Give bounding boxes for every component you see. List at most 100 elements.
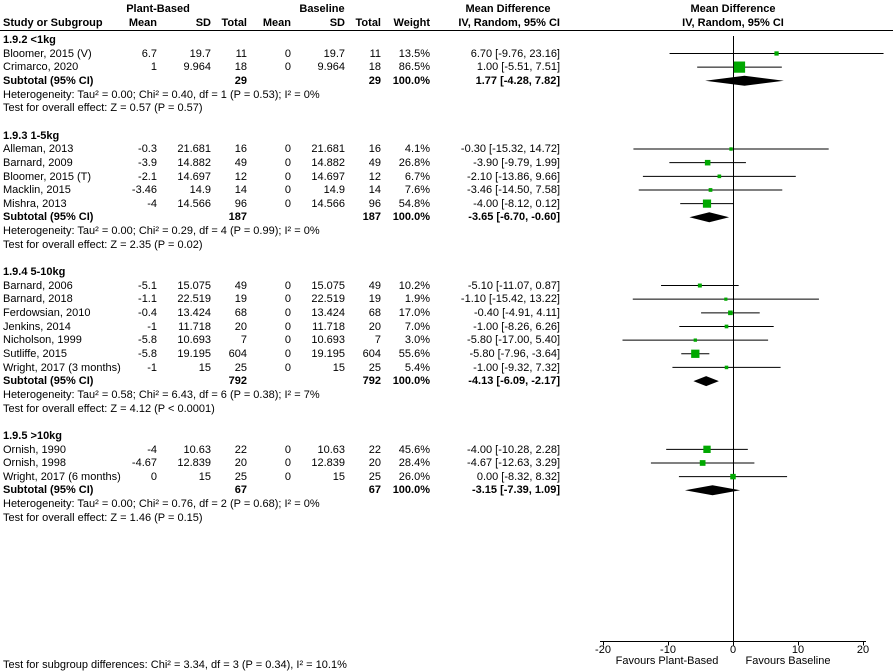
sd-value: 22.519: [311, 293, 345, 306]
header-mean-difference-plot: Mean Difference: [690, 3, 776, 15]
col-header-weight: Weight: [393, 17, 430, 29]
total-value: 187: [228, 211, 247, 224]
sd-value: 15.075: [177, 279, 211, 292]
sd-value: 19.7: [189, 47, 211, 60]
total-value: 22: [234, 443, 247, 456]
total-value: 18: [234, 61, 247, 74]
weight-value: 54.8%: [398, 197, 430, 210]
ci-text: 6.70 [-9.76, 23.16]: [470, 47, 560, 60]
total-value: 20: [368, 457, 381, 470]
overall-effect-text: Test for overall effect: Z = 1.46 (P = 0…: [3, 511, 203, 524]
subtotal-label: Subtotal (95% CI): [3, 74, 94, 87]
total-value: 49: [368, 279, 381, 292]
ci-text: -1.00 [-9.32, 7.32]: [473, 361, 560, 374]
total-value: 49: [368, 156, 381, 169]
sd-value: 14.566: [177, 197, 211, 210]
sd-value: 14.882: [311, 156, 345, 169]
weight-value: 86.5%: [398, 61, 430, 74]
sd-value: 22.519: [177, 293, 211, 306]
subgroup-differences-text: Test for subgroup differences: Chi² = 3.…: [3, 659, 347, 671]
mean-value: 0: [284, 470, 291, 483]
effect-marker: [708, 188, 713, 192]
total-value: 49: [234, 156, 247, 169]
weight-value: 100.0%: [392, 484, 430, 497]
weight-value: 28.4%: [398, 457, 430, 470]
mean-value: 1: [150, 61, 157, 74]
total-value: 14: [368, 184, 381, 197]
header-mean-difference-text: Mean Difference: [465, 3, 551, 15]
total-value: 22: [368, 443, 381, 456]
ci-text: -0.40 [-4.91, 4.11]: [473, 307, 560, 319]
mean-value: 0: [150, 470, 157, 483]
mean-value: 0: [284, 347, 291, 360]
sd-value: 19.195: [311, 347, 345, 360]
effect-marker: [729, 147, 733, 151]
sd-value: 15: [332, 470, 345, 483]
effect-marker: [693, 338, 697, 342]
weight-value: 100.0%: [392, 211, 430, 224]
effect-marker: [730, 473, 736, 480]
weight-value: 13.5%: [398, 47, 430, 60]
weight-value: 6.7%: [404, 170, 430, 183]
col-header-total-plant: Total: [221, 17, 247, 29]
ci-text: -0.30 [-15.32, 14.72]: [460, 143, 560, 156]
sd-value: 9.964: [183, 61, 211, 74]
total-value: 792: [362, 375, 381, 388]
weight-value: 100.0%: [392, 375, 430, 388]
mean-value: 0: [284, 293, 291, 306]
sd-value: 13.424: [177, 307, 211, 319]
mean-value: -4: [147, 443, 157, 456]
sd-value: 19.195: [177, 347, 211, 360]
study-name: Bloomer, 2015 (T): [3, 170, 92, 183]
study-name: Mishra, 2013: [3, 197, 67, 210]
heterogeneity-text: Heterogeneity: Tau² = 0.00; Chi² = 0.76,…: [3, 498, 320, 511]
mean-value: 0: [284, 61, 291, 74]
ci-text: -1.00 [-8.26, 6.26]: [473, 320, 560, 333]
sd-value: 12.839: [311, 457, 345, 470]
total-value: 187: [362, 211, 381, 224]
effect-marker: [691, 349, 700, 358]
mean-value: 0: [284, 320, 291, 333]
effect-marker: [704, 159, 711, 166]
study-name: Ornish, 1990: [3, 443, 66, 456]
ci-text: -3.65 [-6.70, -0.60]: [468, 211, 560, 224]
sd-value: 13.424: [311, 307, 345, 319]
total-value: 12: [234, 170, 247, 183]
effect-marker: [703, 445, 711, 453]
sd-value: 14.9: [189, 184, 211, 197]
study-name: Jenkins, 2014: [3, 320, 71, 333]
ci-text: 1.77 [-4.28, 7.82]: [475, 74, 560, 87]
study-name: Barnard, 2009: [3, 156, 73, 169]
study-name: Nicholson, 1999: [3, 334, 82, 347]
subtotal-diamond: [693, 376, 719, 387]
sd-value: 14.566: [311, 197, 345, 210]
total-value: 67: [368, 484, 381, 497]
sd-value: 11.718: [312, 320, 345, 333]
ci-text: -5.10 [-11.07, 0.87]: [467, 279, 560, 292]
col-header-iv-plot: IV, Random, 95% CI: [682, 17, 784, 29]
study-name: Crimarco, 2020: [3, 61, 79, 74]
ci-text: -3.15 [-7.39, 1.09]: [471, 484, 560, 497]
weight-value: 17.0%: [398, 307, 430, 319]
effect-marker: [724, 297, 728, 301]
ci-text: -5.80 [-7.96, -3.64]: [469, 347, 561, 360]
total-value: 49: [234, 279, 247, 292]
subgroup-title: 1.9.4 5-10kg: [3, 266, 66, 279]
study-name: Wright, 2017 (3 months): [3, 361, 121, 374]
sd-value: 11.718: [178, 320, 211, 333]
total-value: 7: [374, 334, 381, 347]
axis-label-favours-left: Favours Plant-Based: [615, 655, 719, 667]
weight-value: 5.4%: [404, 361, 430, 374]
mean-value: -1.1: [138, 293, 157, 306]
ci-text: -2.10 [-13.86, 9.66]: [467, 170, 560, 183]
heterogeneity-text: Heterogeneity: Tau² = 0.00; Chi² = 0.40,…: [3, 88, 320, 101]
total-value: 7: [240, 334, 247, 347]
mean-value: -4.67: [131, 457, 157, 470]
weight-value: 100.0%: [392, 74, 430, 87]
ci-text: -1.10 [-15.42, 13.22]: [460, 293, 560, 306]
mean-value: 0: [284, 184, 291, 197]
mean-value: -5.8: [138, 347, 157, 360]
study-name: Barnard, 2018: [3, 293, 73, 306]
total-value: 67: [234, 484, 247, 497]
total-value: 16: [234, 143, 247, 156]
